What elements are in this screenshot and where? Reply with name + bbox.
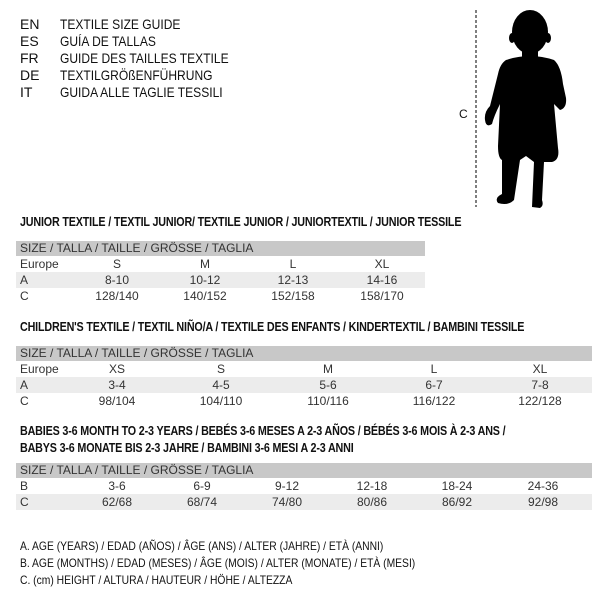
table-row-europe: Europe XS S M L XL: [16, 361, 592, 377]
row-label: Europe: [20, 257, 59, 271]
row-label: C: [20, 289, 29, 303]
lang-title-es: GUÍA DE TALLAS: [60, 33, 156, 49]
table-cell: 8-10: [104, 273, 130, 287]
table-header: SIZE / TALLA / TAILLE / GRÖSSE / TAGLIA: [16, 241, 425, 256]
table-cell: 158/170: [360, 289, 404, 303]
table-row-europe: Europe S M L XL: [16, 256, 425, 272]
table-cell: 5-6: [319, 378, 337, 392]
table-cell: 24-36: [527, 479, 559, 493]
table-cell: 92/98: [527, 495, 559, 509]
table-cell: 116/122: [412, 394, 456, 408]
table-cell: S: [112, 257, 122, 271]
lang-title-it: GUIDA ALLE TAGLIE TESSILI: [60, 84, 223, 100]
table-cell: 86/92: [441, 495, 473, 509]
children-size-table: SIZE / TALLA / TAILLE / GRÖSSE / TAGLIA …: [16, 346, 592, 409]
table-cell: 9-12: [274, 479, 300, 493]
table-cell: XL: [532, 362, 548, 376]
table-cell: 3-6: [108, 479, 126, 493]
table-cell: 62/68: [101, 495, 133, 509]
lang-title-fr: GUIDE DES TAILLES TEXTILE: [60, 50, 229, 66]
lang-code-en: EN: [20, 16, 40, 32]
table-cell: 122/128: [518, 394, 562, 408]
table-cell: 6-7: [425, 378, 443, 392]
table-cell: 104/110: [199, 394, 243, 408]
lang-code-fr: FR: [20, 50, 39, 66]
table-cell: 110/116: [307, 394, 349, 408]
table-row-a: A 8-10 10-12 12-13 14-16: [16, 272, 425, 288]
height-label: C: [459, 107, 468, 121]
table-cell: 12-18: [356, 479, 388, 493]
table-header: SIZE / TALLA / TAILLE / GRÖSSE / TAGLIA: [16, 463, 592, 478]
table-cell: 4-5: [212, 378, 230, 392]
junior-section-title: JUNIOR TEXTILE / TEXTIL JUNIOR/ TEXTILE …: [20, 215, 462, 229]
lang-code-it: IT: [20, 84, 33, 100]
table-cell: XL: [374, 257, 390, 271]
row-label: A: [20, 378, 29, 392]
table-cell: 140/152: [183, 289, 227, 303]
table-cell: 80/86: [356, 495, 388, 509]
table-row-c: C 128/140 140/152 152/158 158/170: [16, 288, 425, 304]
lang-title-de: TEXTILGRÖßENFÜHRUNG: [60, 67, 213, 83]
table-cell: 18-24: [441, 479, 473, 493]
table-cell: 68/74: [186, 495, 218, 509]
table-cell: L: [289, 257, 297, 271]
table-cell: 10-12: [189, 273, 221, 287]
table-row-b: B 3-6 6-9 9-12 12-18 18-24 24-36: [16, 478, 592, 494]
lang-code-es: ES: [20, 33, 39, 49]
table-cell: 152/158: [271, 289, 315, 303]
row-label: B: [20, 479, 29, 493]
table-cell: M: [323, 362, 333, 376]
row-label: C: [20, 394, 29, 408]
legend-item-a: A. AGE (YEARS) / EDAD (AÑOS) / ÂGE (ANS)…: [20, 539, 384, 553]
table-cell: 98/104: [98, 394, 136, 408]
table-row-c: C 98/104 104/110 110/116 116/122 122/128: [16, 393, 592, 409]
table-cell: 128/140: [95, 289, 139, 303]
table-cell: M: [200, 257, 210, 271]
table-row-a: A 3-4 4-5 5-6 6-7 7-8: [16, 377, 592, 393]
table-cell: XS: [108, 362, 126, 376]
table-cell: 12-13: [277, 273, 309, 287]
babies-size-table: SIZE / TALLA / TAILLE / GRÖSSE / TAGLIA …: [16, 463, 592, 510]
lang-code-de: DE: [20, 67, 40, 83]
row-label: C: [20, 495, 29, 509]
table-cell: 7-8: [531, 378, 549, 392]
babies-section-title-line2: BABYS 3-6 MONATE BIS 2-3 JAHRE / BAMBINI…: [20, 441, 354, 455]
legend-item-c: C. (cm) HEIGHT / ALTURA / HAUTEUR / HÖHE…: [20, 573, 293, 587]
row-label: A: [20, 273, 29, 287]
row-label: Europe: [20, 362, 59, 376]
junior-size-table: SIZE / TALLA / TAILLE / GRÖSSE / TAGLIA …: [16, 241, 425, 304]
table-cell: 74/80: [271, 495, 303, 509]
table-row-c: C 62/68 68/74 74/80 80/86 86/92 92/98: [16, 494, 592, 510]
babies-section-title: BABIES 3-6 MONTH TO 2-3 YEARS / BEBÉS 3-…: [20, 424, 506, 438]
baby-silhouette-icon: [475, 10, 567, 208]
table-header: SIZE / TALLA / TAILLE / GRÖSSE / TAGLIA: [16, 346, 592, 361]
legend-item-b: B. AGE (MONTHS) / EDAD (MESES) / ÂGE (MO…: [20, 556, 416, 570]
table-cell: 3-4: [108, 378, 126, 392]
table-cell: 6-9: [193, 479, 211, 493]
table-cell: S: [216, 362, 226, 376]
table-cell: 14-16: [366, 273, 398, 287]
table-cell: L: [430, 362, 438, 376]
children-section-title: CHILDREN'S TEXTILE / TEXTIL NIÑO/A / TEX…: [20, 320, 525, 334]
lang-title-en: TEXTILE SIZE GUIDE: [60, 16, 181, 32]
